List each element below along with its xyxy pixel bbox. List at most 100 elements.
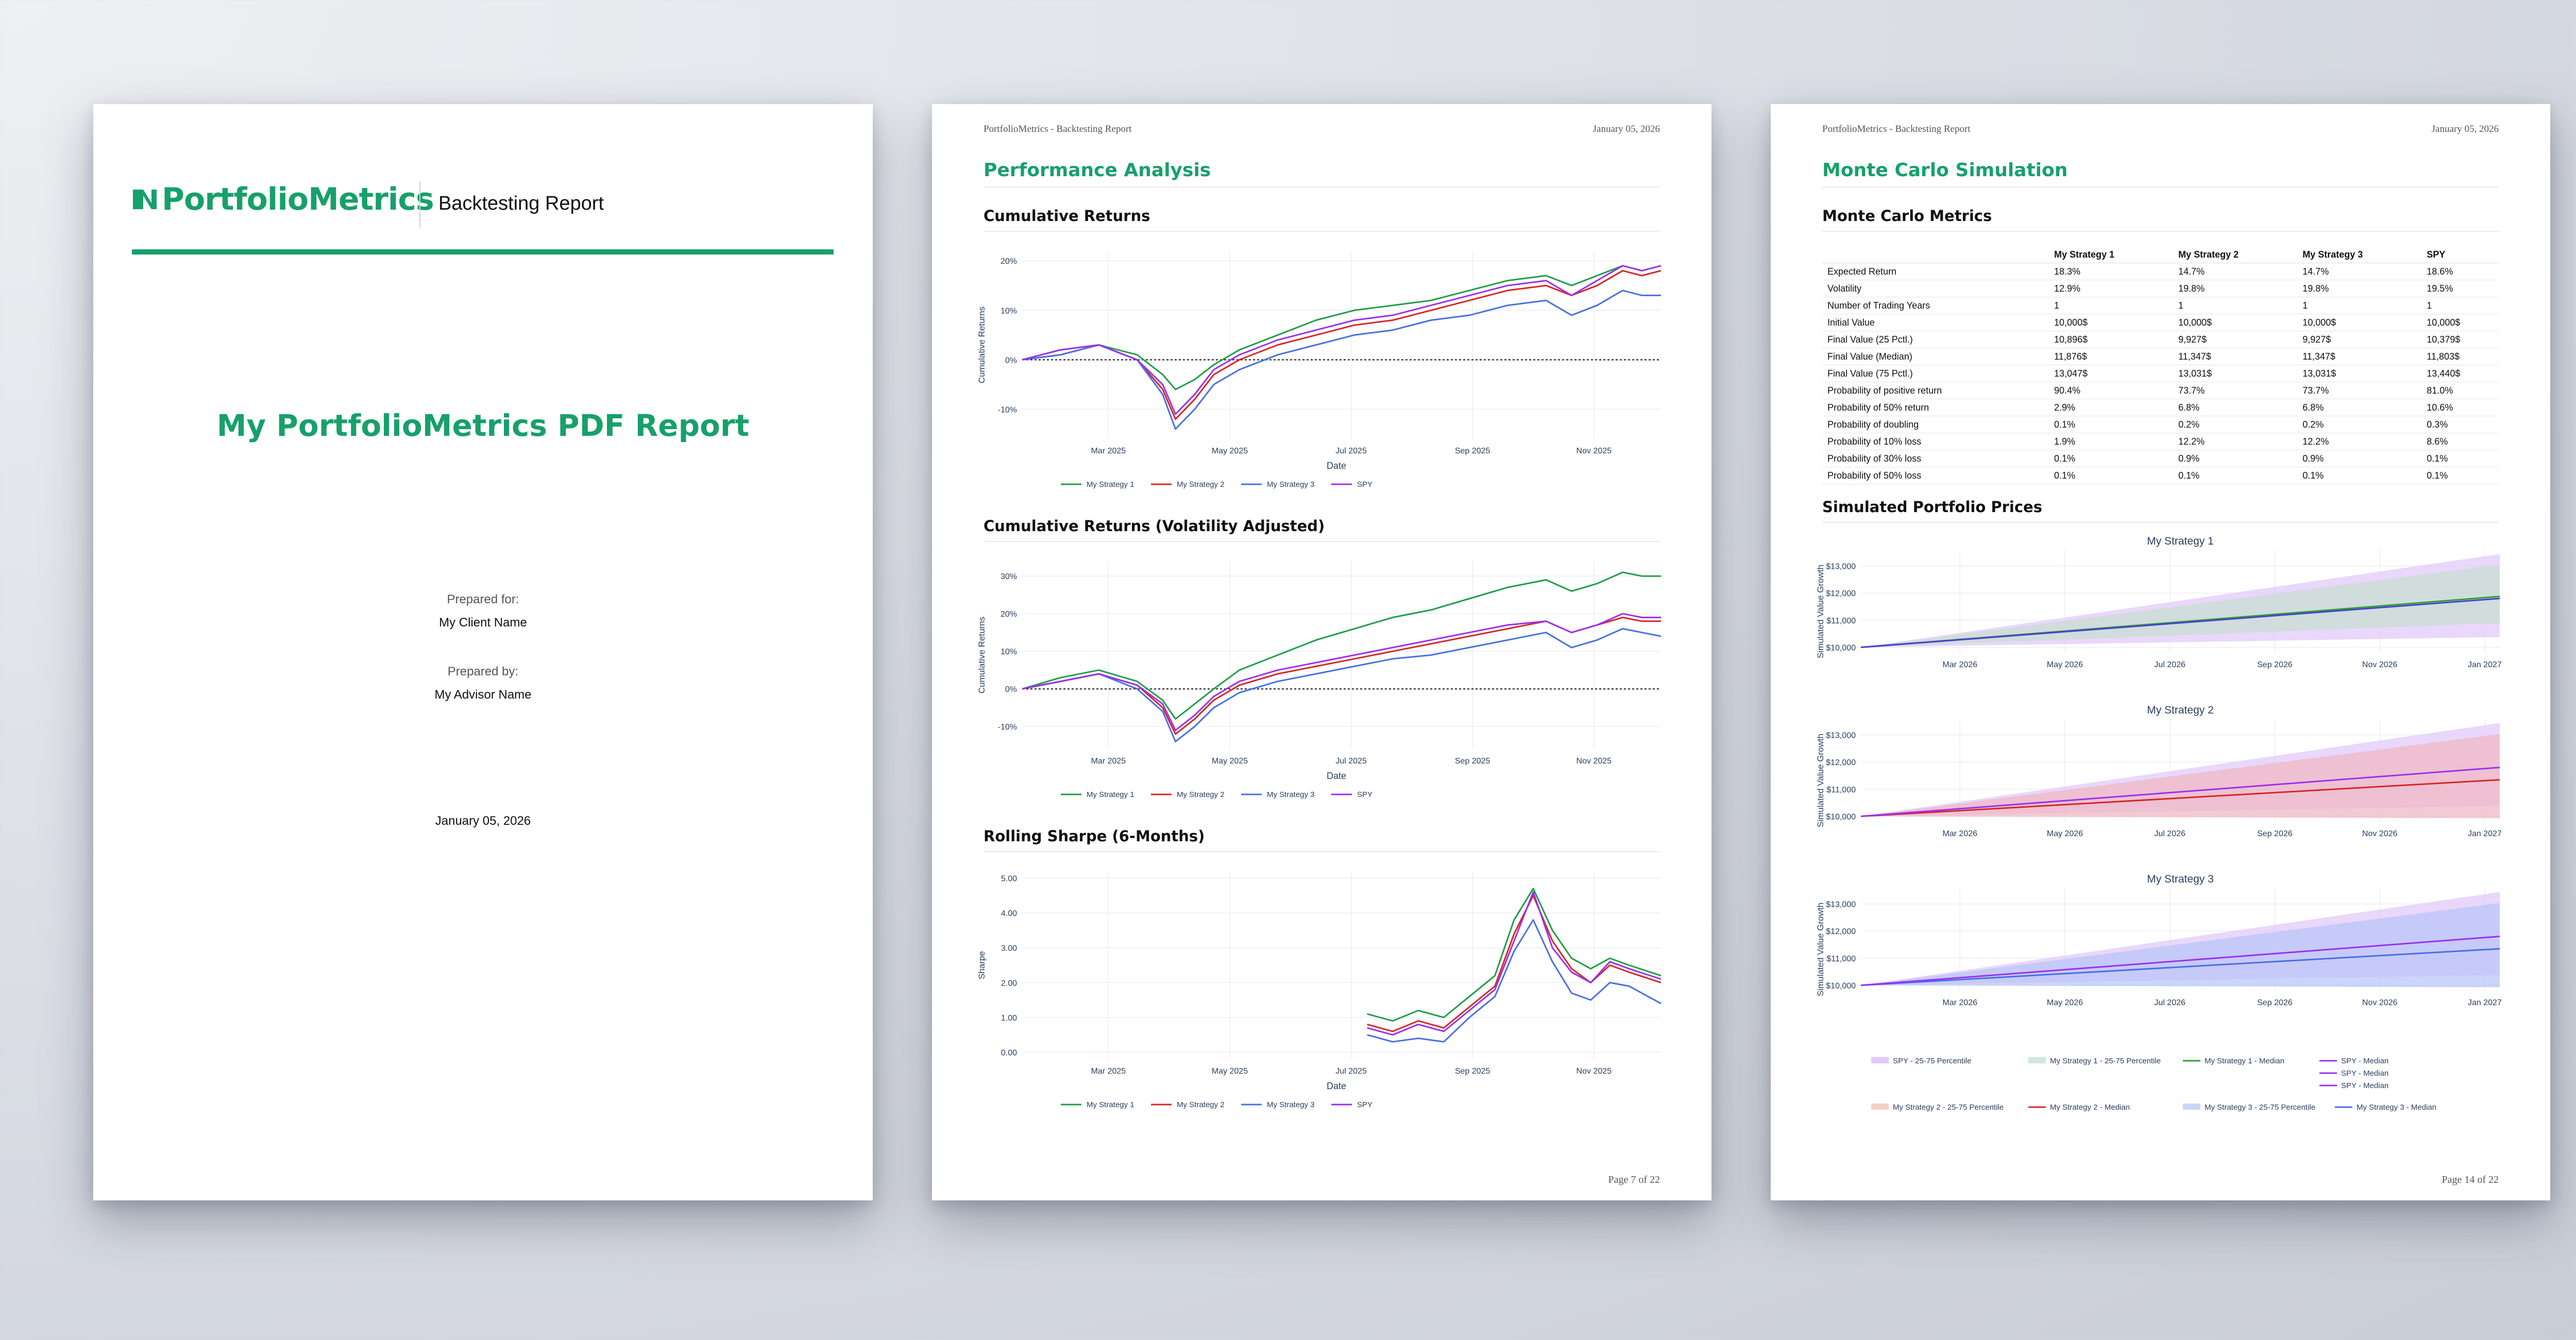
legend-label: My Strategy 3 [1267, 480, 1315, 489]
subsection-rule [984, 231, 1660, 232]
chart-title: My Strategy 2 [2147, 704, 2214, 716]
metric-value: 0.9% [2173, 450, 2298, 467]
table-row: Final Value (75 Pctl.) 13,047$ 13,031$ 13,0… [1822, 365, 2499, 382]
y-axis-title: Simulated Value Growth [1816, 903, 1825, 996]
metric-value: 14.7% [2297, 263, 2422, 280]
median-line-spy-median [1860, 767, 2500, 817]
metric-value: 12.2% [2173, 433, 2298, 450]
metric-value: 10,896$ [2049, 331, 2174, 348]
x-tick-label: Sep 2026 [2257, 660, 2293, 669]
median-line-my-strategy-3-median [1860, 948, 2500, 986]
legend-swatch [2028, 1057, 2046, 1063]
series-line-my-strategy-1 [1022, 265, 1662, 391]
x-tick-label: Sep 2026 [2257, 998, 2293, 1007]
x-tick-label: Mar 2026 [1942, 829, 1977, 838]
metric-value: 1 [2297, 297, 2422, 314]
metric-label: Final Value (Median) [1822, 348, 2049, 365]
metric-label: Volatility [1822, 280, 2049, 297]
table-row: Initial Value 10,000$ 10,000$ 10,000$ 10,000… [1822, 314, 2499, 331]
metric-value: 11,347$ [2297, 348, 2422, 365]
subsection-rule [1822, 522, 2499, 523]
metric-value: 6.8% [2173, 399, 2298, 416]
x-tick-label: Mar 2025 [1091, 757, 1126, 766]
metric-value: 6.8% [2297, 399, 2422, 416]
x-tick-label: May 2025 [1212, 447, 1248, 455]
x-tick-label: Jan 2027 [2468, 998, 2502, 1007]
x-tick-label: Jan 2027 [2468, 829, 2502, 838]
y-axis-title: Cumulative Returns [977, 617, 987, 693]
metric-value: 10,379$ [2421, 331, 2499, 348]
y-tick-label: $11,000 [1826, 786, 1856, 794]
metric-value: 13,047$ [2049, 365, 2174, 382]
median-line-spy-median [1860, 598, 2500, 648]
metric-value: 19.5% [2421, 280, 2499, 297]
simulated-prices-legend: SPY - 25-75 Percentile My Strategy 1 - 25… [1871, 1057, 2436, 1111]
report-title: My PortfolioMetrics PDF Report [216, 408, 750, 443]
column-header-my-strategy-3: My Strategy 3 [2297, 246, 2422, 263]
y-tick-label: 10% [1001, 307, 1017, 315]
metric-value: 0.1% [2421, 450, 2499, 467]
table-row: Expected Return 18.3% 14.7% 14.7% 18.6% [1822, 263, 2499, 280]
metric-value: 2.9% [2049, 399, 2174, 416]
y-tick-label: $11,000 [1826, 955, 1856, 963]
y-tick-label: $11,000 [1826, 617, 1856, 625]
metric-value: 19.8% [2297, 280, 2422, 297]
metric-value: 12.9% [2049, 280, 2174, 297]
metric-label: Probability of 30% loss [1822, 450, 2049, 467]
x-tick-label: Nov 2025 [1577, 447, 1612, 455]
metric-label: Probability of 50% loss [1822, 467, 2049, 484]
chart-title-vol-adjusted: Cumulative Returns (Volatility Adjusted) [984, 517, 1325, 535]
metric-value: 1.9% [2049, 433, 2174, 450]
x-axis-title: Date [1327, 461, 1346, 471]
legend-label: My Strategy 1 [1087, 480, 1134, 489]
x-tick-label: Mar 2025 [1091, 1067, 1126, 1076]
metric-value: 73.7% [2173, 382, 2298, 399]
y-axis-title: Cumulative Returns [977, 307, 987, 383]
metric-value: 12.2% [2297, 433, 2422, 450]
legend-label: My Strategy 3 - Median [2357, 1103, 2436, 1111]
metric-value: 18.6% [2421, 263, 2499, 280]
legend-label: My Strategy 3 [1267, 1100, 1315, 1109]
median-line-spy-median [1860, 936, 2500, 986]
y-axis-title: Sharpe [977, 951, 987, 979]
y-axis-title: Simulated Value Growth [1816, 734, 1825, 827]
legend-label: SPY [1357, 790, 1372, 799]
x-tick-label: May 2025 [1212, 757, 1248, 766]
x-tick-label: Mar 2025 [1091, 447, 1126, 455]
subsection-rule [1822, 231, 2499, 232]
metric-value: 1 [2173, 297, 2298, 314]
legend-label: SPY - Median [2341, 1081, 2388, 1090]
legend-label: SPY - 25-75 Percentile [1893, 1057, 1971, 1065]
metric-value: 0.1% [2049, 450, 2174, 467]
series-line-spy [1367, 891, 1662, 1036]
x-tick-label: Sep 2025 [1455, 757, 1490, 766]
page-header-left: PortfolioMetrics - Backtesting Report [1822, 124, 1971, 134]
metric-value: 0.1% [2049, 416, 2174, 433]
prepared-for-label: Prepared for: [447, 592, 519, 606]
metric-value: 0.1% [2173, 467, 2298, 484]
legend-swatch [1871, 1104, 1889, 1110]
section-rule [1822, 186, 2499, 188]
table-row: Probability of 50% loss 0.1% 0.1% 0.1% 0.1% [1822, 467, 2499, 484]
table-row: Final Value (Median) 11,876$ 11,347$ 11,347… [1822, 348, 2499, 365]
metric-value: 10,000$ [2421, 314, 2499, 331]
logo-divider [419, 181, 420, 228]
metric-value: 10,000$ [2173, 314, 2298, 331]
metric-value: 1 [2421, 297, 2499, 314]
report-type: Backtesting Report [438, 193, 604, 214]
y-tick-label: -10% [998, 723, 1017, 732]
series-line-my-strategy-3 [1367, 919, 1662, 1043]
metric-value: 10,000$ [2297, 314, 2422, 331]
legend-label: SPY - Median [2341, 1069, 2388, 1078]
performance-page: PortfolioMetrics - Backtesting Report Ja… [932, 104, 1711, 1200]
x-tick-label: Nov 2026 [2362, 998, 2398, 1007]
metric-value: 13,031$ [2297, 365, 2422, 382]
y-tick-label: $12,000 [1826, 589, 1856, 598]
prices-title: Simulated Portfolio Prices [1822, 498, 2042, 516]
report-date: January 05, 2026 [435, 814, 531, 828]
x-tick-label: May 2026 [2047, 998, 2083, 1007]
x-tick-label: Nov 2026 [2362, 660, 2398, 669]
series-line-my-strategy-3 [1022, 290, 1661, 430]
legend-label: My Strategy 1 - Median [2205, 1057, 2284, 1065]
